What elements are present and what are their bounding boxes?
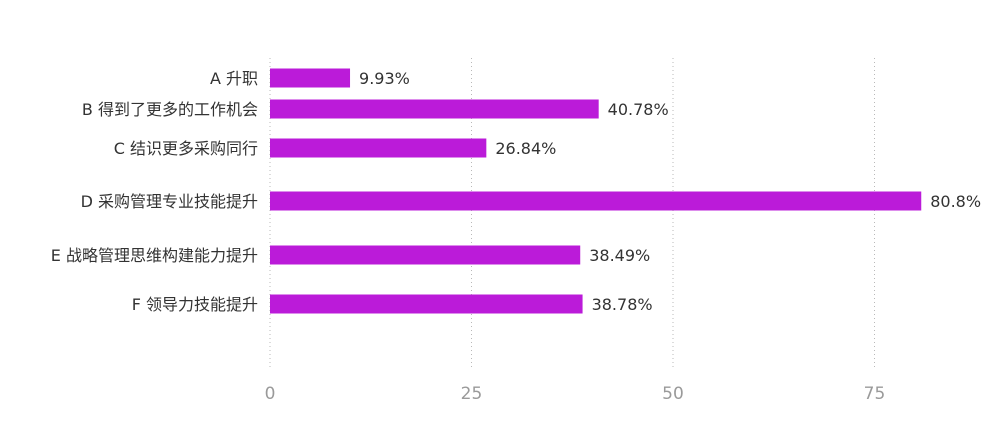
value-label: 40.78% [608, 100, 669, 119]
category-label: F 领导力技能提升 [132, 295, 258, 314]
x-tick-label: 0 [265, 384, 276, 404]
bars [270, 68, 922, 314]
category-label: C 结识更多采购同行 [114, 139, 258, 158]
category-labels: A 升职 B 得到了更多的工作机会 C 结识更多采购同行 D 采购管理专业技能提升 E … [51, 69, 258, 314]
x-tick-label: 50 [662, 384, 684, 404]
value-label: 80.8% [930, 192, 981, 211]
bar [270, 138, 487, 158]
value-label: 38.78% [592, 295, 653, 314]
category-label: B 得到了更多的工作机会 [82, 100, 258, 119]
x-tick-label: 75 [864, 384, 886, 404]
value-label: 9.93% [359, 69, 410, 88]
x-tick-label: 25 [461, 384, 483, 404]
category-label: E 战略管理思维构建能力提升 [51, 246, 258, 265]
bar [270, 99, 599, 119]
value-labels: 9.93% 40.78% 26.84% 80.8% 38.49% 38.78% [359, 69, 981, 314]
bar [270, 294, 583, 314]
category-label: D 采购管理专业技能提升 [81, 192, 258, 211]
category-label: A 升职 [210, 69, 258, 88]
bar [270, 68, 351, 88]
bar [270, 245, 581, 265]
bar [270, 191, 922, 211]
value-label: 38.49% [589, 246, 650, 265]
value-label: 26.84% [495, 139, 556, 158]
x-axis-ticks: 0 25 50 75 [265, 384, 886, 404]
